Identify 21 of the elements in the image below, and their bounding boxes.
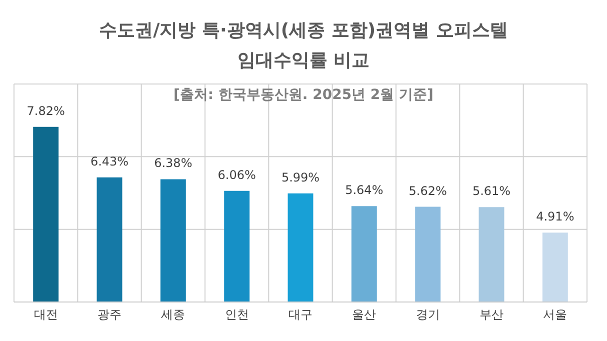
x-tick-label: 울산 — [352, 308, 376, 322]
chart-title: 수도권/지방 특·광역시(세종 포함)권역별 오피스텔 — [98, 19, 509, 42]
data-label: 5.99% — [281, 170, 320, 184]
x-tick-label: 경기 — [416, 308, 440, 322]
x-tick-label: 인천 — [224, 308, 249, 322]
x-tick-label: 부산 — [480, 308, 504, 322]
x-tick-label: 광주 — [98, 308, 122, 322]
data-label: 5.61% — [472, 184, 511, 198]
chart-subtitle: 임대수익률 비교 — [236, 49, 371, 72]
data-label: 5.62% — [408, 184, 447, 198]
data-label: 6.38% — [154, 156, 192, 170]
data-label: 6.43% — [90, 154, 129, 168]
x-tick-label: 서울 — [543, 308, 568, 322]
x-tick-label: 세종 — [161, 308, 186, 322]
x-tick-label: 대구 — [288, 308, 312, 322]
data-label: 4.91% — [536, 210, 574, 224]
data-label: 6.06% — [218, 168, 256, 182]
data-label: 5.64% — [345, 183, 384, 198]
data-label: 7.82% — [26, 104, 65, 118]
x-tick-label: 대전 — [34, 308, 58, 322]
annotation: [출처: 한국부동산원. 2025년 2월 기준] — [172, 86, 434, 104]
